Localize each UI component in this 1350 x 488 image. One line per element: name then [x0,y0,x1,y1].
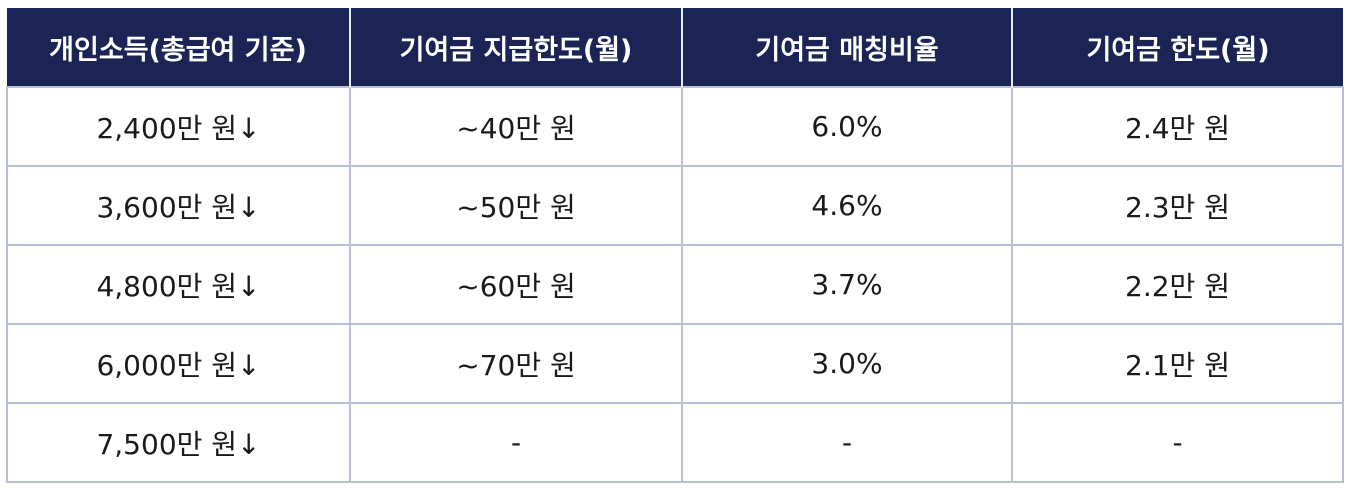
table-body: 2,400만 원↓ ~40만 원 6.0% 2.4만 원 3,600만 원↓ ~50만 원… [6,86,1344,483]
table-header: 개인소득(총급여 기준) 기여금 지급한도(월) 기여금 매칭비율 기여금 한도(월) [7,8,1343,87]
table-row: 3,600만 원↓ ~50만 원 4.6% 2.3만 원 [6,165,1344,246]
header-cell: 기여금 지급한도(월) [349,8,682,87]
table-cell: - [1011,402,1344,483]
header-cell: 개인소득(총급여 기준) [7,8,350,87]
table-cell: ~50만 원 [349,165,683,246]
header-cell: 기여금 한도(월) [1011,8,1343,87]
table-row: 2,400만 원↓ ~40만 원 6.0% 2.4만 원 [6,86,1344,167]
table-cell: 4,800만 원↓ [6,244,351,325]
table-cell: 3,600만 원↓ [6,165,351,246]
table-cell: - [349,402,683,483]
table-cell: 4.6% [681,165,1013,246]
header-cell: 기여금 매칭비율 [681,8,1012,87]
table-cell: 3.7% [681,244,1013,325]
table-cell: 2,400만 원↓ [6,86,351,167]
table-row: 7,500만 원↓ - - - [6,402,1344,483]
table-cell: 2.3만 원 [1011,165,1344,246]
table-cell: ~60만 원 [349,244,683,325]
table-cell: 2.4만 원 [1011,86,1344,167]
table-cell: 6,000만 원↓ [6,323,351,404]
table-cell: ~40만 원 [349,86,683,167]
table-row: 6,000만 원↓ ~70만 원 3.0% 2.1만 원 [6,323,1344,404]
table-cell: - [681,402,1013,483]
table-cell: ~70만 원 [349,323,683,404]
table-cell: 2.2만 원 [1011,244,1344,325]
table-cell: 3.0% [681,323,1013,404]
table-cell: 6.0% [681,86,1013,167]
table: 개인소득(총급여 기준) 기여금 지급한도(월) 기여금 매칭비율 기여금 한도(월)… [6,8,1344,483]
header-row: 개인소득(총급여 기준) 기여금 지급한도(월) 기여금 매칭비율 기여금 한도(월) [7,8,1343,87]
table-cell: 7,500만 원↓ [6,402,351,483]
table-row: 4,800만 원↓ ~60만 원 3.7% 2.2만 원 [6,244,1344,325]
table-cell: 2.1만 원 [1011,323,1344,404]
table-container: 개인소득(총급여 기준) 기여금 지급한도(월) 기여금 매칭비율 기여금 한도(월)… [6,8,1344,483]
